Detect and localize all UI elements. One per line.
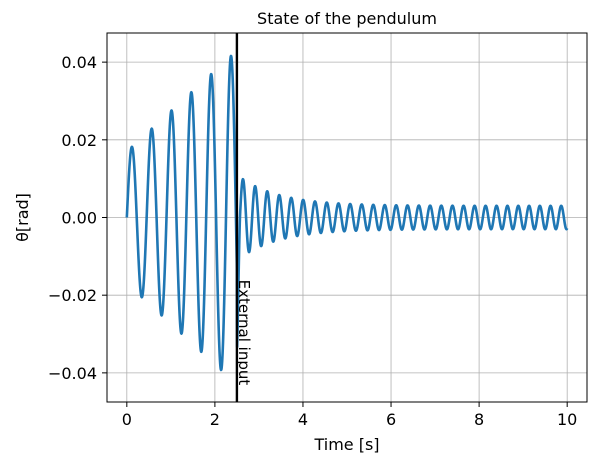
y-axis-title: θ[rad] [13, 193, 32, 242]
y-tick-label: 0.02 [61, 131, 97, 150]
external-input-label: External input [235, 280, 253, 386]
x-tick-label: 2 [210, 410, 220, 429]
annotations: External input [235, 33, 253, 402]
x-tick-label: 6 [386, 410, 396, 429]
series-layer [125, 54, 569, 372]
x-tick-label: 0 [122, 410, 132, 429]
x-tick-label: 8 [474, 410, 484, 429]
y-tick-label: 0.04 [61, 53, 97, 72]
chart-title: State of the pendulum [257, 9, 437, 28]
x-axis-title: Time [s] [313, 435, 379, 454]
axis-ticks: 0 2 4 6 8 10 −0.04 −0.02 0.00 0.02 0.04 [48, 53, 577, 429]
y-tick-label: 0.00 [61, 209, 97, 228]
pendulum-angle-line [125, 54, 569, 372]
x-tick-label: 4 [298, 410, 308, 429]
y-tick-label: −0.04 [48, 364, 97, 383]
x-tick-label: 10 [557, 410, 577, 429]
y-tick-label: −0.02 [48, 286, 97, 305]
